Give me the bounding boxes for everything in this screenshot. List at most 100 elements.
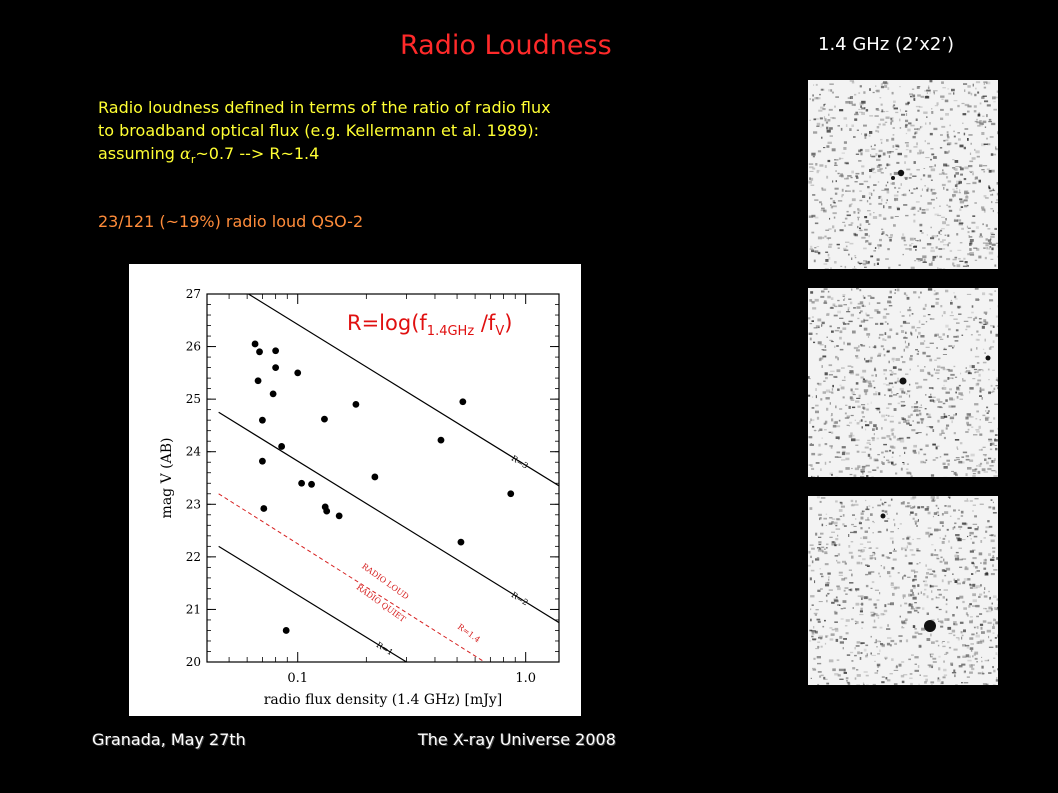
noise-speck [926,638,931,641]
noise-speck [990,346,994,348]
noise-speck [881,231,885,235]
noise-speck [916,240,919,242]
noise-speck [905,102,909,106]
noise-speck [851,660,854,662]
noise-speck [865,519,870,521]
noise-speck [815,395,817,399]
noise-speck [964,103,970,107]
noise-speck [873,250,876,252]
noise-speck [851,555,854,559]
noise-speck [970,171,972,173]
noise-speck [985,81,991,85]
noise-speck [833,421,838,424]
noise-speck [835,96,839,98]
noise-speck [909,677,913,679]
data-point [294,369,302,377]
noise-speck [961,227,964,230]
noise-speck [863,671,868,673]
noise-speck [863,318,865,322]
noise-speck [959,198,963,201]
noise-speck [903,674,908,676]
noise-speck [931,261,933,264]
noise-speck [972,469,977,472]
noise-speck [871,193,873,196]
noise-speck [851,170,854,174]
noise-speck [949,124,951,127]
noise-speck [840,157,844,160]
noise-speck [845,467,850,470]
noise-speck [984,587,986,590]
noise-speck [980,626,983,630]
noise-speck [823,209,827,213]
noise-speck [920,418,924,422]
noise-speck [878,123,881,126]
noise-speck [891,391,893,394]
noise-speck [969,534,972,537]
noise-speck [993,458,996,461]
noise-speck [853,211,856,214]
noise-speck [835,596,838,599]
noise-speck [817,620,821,623]
noise-speck [956,597,960,600]
noise-speck [953,130,955,133]
noise-speck [958,547,962,549]
noise-speck [829,638,834,641]
noise-speck [856,641,861,644]
noise-speck [900,404,905,407]
noise-speck [973,368,977,371]
noise-speck [820,209,825,212]
noise-speck [919,412,922,416]
noise-speck [909,314,911,317]
noise-speck [849,96,853,99]
noise-speck [924,95,930,99]
noise-speck [815,325,820,328]
noise-speck [862,536,868,540]
noise-speck [819,117,823,120]
noise-speck [870,154,872,157]
noise-speck [933,127,938,131]
threshold-line [218,493,485,662]
noise-speck [905,639,909,643]
noise-speck [971,633,975,636]
noise-speck [866,653,868,656]
noise-speck [870,255,873,258]
noise-speck [917,94,921,97]
noise-speck [847,323,850,325]
noise-speck [917,259,921,262]
noise-speck [810,184,815,186]
noise-speck [969,647,974,650]
noise-speck [993,153,997,156]
noise-speck [881,109,884,113]
noise-speck [825,397,830,400]
noise-speck [997,668,998,671]
noise-speck [864,228,868,231]
noise-speck [877,454,880,456]
noise-speck [958,313,962,315]
noise-speck [834,555,839,557]
noise-speck [962,379,966,382]
noise-speck [856,306,861,309]
noise-speck [954,554,958,558]
noise-speck [996,377,998,379]
noise-speck [986,168,990,170]
noise-speck [843,141,847,144]
noise-speck [936,255,938,258]
noise-speck [817,251,821,255]
noise-speck [976,347,978,350]
noise-speck [893,194,899,197]
noise-speck [865,428,867,431]
noise-speck [953,432,956,435]
noise-speck [844,224,846,227]
noise-speck [947,618,950,621]
noise-speck [854,266,856,268]
noise-speck [857,225,859,229]
noise-speck [809,177,811,180]
noise-speck [913,245,917,248]
noise-speck [928,413,931,417]
noise-speck [859,223,862,227]
noise-speck [920,95,924,98]
noise-speck [984,100,989,103]
noise-speck [988,421,992,423]
noise-speck [945,603,948,606]
noise-speck [815,97,818,99]
